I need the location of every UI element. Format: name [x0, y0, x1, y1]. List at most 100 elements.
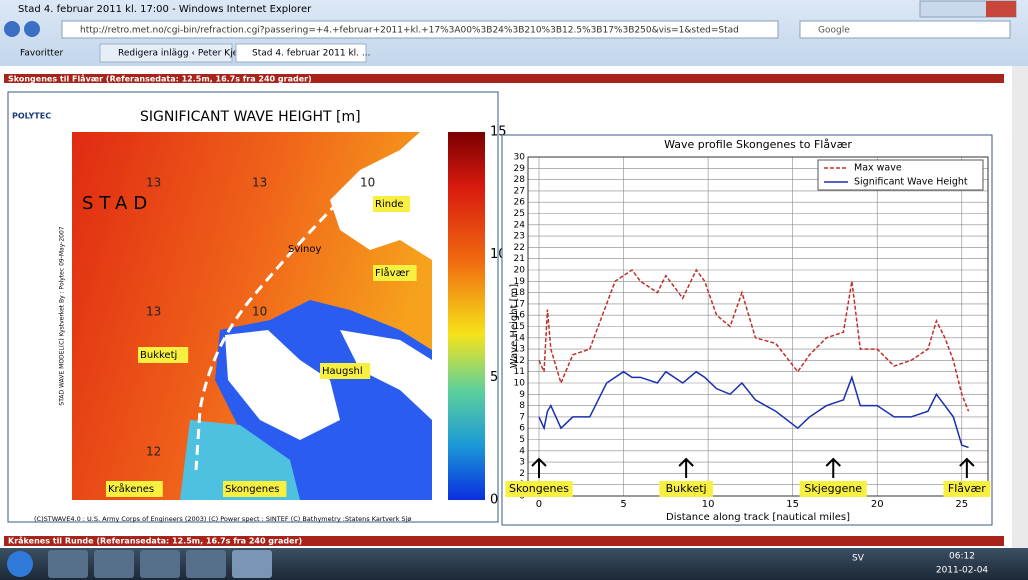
section-header: Kråkenes til Runde (Referansedata: 12.5m…: [8, 536, 302, 546]
y-tick-label: 12: [514, 356, 525, 366]
land: [340, 330, 432, 420]
taskbar-app[interactable]: [232, 550, 272, 578]
annotation-bg: [505, 481, 573, 497]
favorites-button[interactable]: Favoritter: [20, 49, 63, 59]
x-tick-label: 10: [702, 499, 715, 510]
annotation-label: Skjeggene: [804, 482, 862, 495]
window-title: Stad 4. februar 2011 kl. 17:00 - Windows…: [18, 4, 312, 15]
y-tick-label: 3: [519, 458, 525, 468]
contour-label: 10: [252, 305, 267, 319]
contour-label: 13: [146, 176, 161, 190]
section-bar: [4, 74, 1004, 83]
plot-frame: [527, 156, 989, 497]
y-tick-label: 26: [514, 198, 526, 208]
contour-label: 10: [360, 176, 375, 190]
credits: (C)STWAVE4.0 : U.S. Army Corps of Engine…: [34, 515, 411, 523]
taskbar-app[interactable]: [94, 550, 134, 578]
y-tick-label: 6: [519, 424, 525, 434]
place-label-bg: [223, 481, 287, 497]
search-field[interactable]: [799, 20, 1011, 39]
taskbar-app[interactable]: [48, 550, 88, 578]
chart-title: Wave profile Skongenes to Flåvær: [664, 138, 852, 151]
tab-title: Redigera inlägg ‹ Peter Kjel...: [118, 49, 249, 59]
y-tick-label: 2: [519, 469, 525, 479]
place-label-bg: [373, 265, 417, 281]
legend: [817, 159, 984, 191]
y-tick-label: 17: [514, 299, 525, 309]
side-text: STAD WAVE MODEL(C) Kystverket By : Polyt…: [59, 226, 66, 405]
y-tick-label: 20: [514, 266, 526, 276]
x-tick-label: 25: [955, 499, 968, 510]
annotation-label: Flåvær: [948, 482, 986, 495]
annotation-label: Skongenes: [509, 482, 569, 495]
y-axis-label: Wave Height [m]: [509, 284, 520, 369]
language[interactable]: SV: [852, 554, 865, 564]
x-axis-label: Distance along track [nautical miles]: [666, 512, 850, 523]
search-provider: Google: [818, 26, 850, 36]
x-tick-label: 20: [871, 499, 884, 510]
y-tick-label: 14: [514, 333, 526, 343]
x-tick-label: 15: [786, 499, 799, 510]
forward-button[interactable]: [24, 21, 40, 37]
annotation-arrow: [531, 457, 547, 478]
colorbar-tick-label: 5: [490, 370, 498, 385]
y-tick-label: 22: [514, 243, 525, 253]
y-tick-label: 29: [514, 164, 526, 174]
y-tick-label: 13: [514, 345, 525, 355]
section-header: Skongenes til Flåvær (Referansedata: 12.…: [8, 74, 312, 84]
annotation-bg: [799, 481, 867, 497]
tab[interactable]: [235, 43, 367, 63]
logo: POLYTEC: [12, 112, 51, 121]
annotation-bg: [659, 481, 713, 497]
y-tick-label: 30: [514, 153, 526, 163]
shallow-water: [180, 420, 300, 500]
contour-label: 12: [146, 445, 161, 459]
taskbar-app[interactable]: [140, 550, 180, 578]
scrollbar[interactable]: [1012, 66, 1028, 548]
series-line: [538, 268, 970, 412]
contour-label: 13: [252, 176, 267, 190]
back-button[interactable]: [4, 21, 20, 37]
taskbar-app[interactable]: [186, 550, 226, 578]
map-title: SIGNIFICANT WAVE HEIGHT [m]: [140, 109, 361, 125]
annotation-arrow: [959, 457, 975, 478]
place-label: Kråkenes: [108, 482, 154, 495]
y-tick-label: 7: [519, 412, 525, 422]
tab[interactable]: [99, 43, 233, 63]
y-tick-label: 16: [514, 311, 526, 321]
y-tick-label: 27: [514, 186, 525, 196]
section-bar: [4, 536, 1004, 546]
colorbar: [448, 132, 485, 500]
start-button[interactable]: [7, 551, 33, 577]
y-tick-label: 10: [514, 379, 526, 389]
close-button[interactable]: [986, 1, 1016, 17]
contour-label: 13: [146, 305, 161, 319]
y-tick-label: 25: [514, 209, 525, 219]
url: http://retro.met.no/cgi-bin/refraction.c…: [80, 26, 739, 36]
y-tick-label: 24: [514, 220, 526, 230]
chart-panel: [501, 134, 993, 526]
y-tick-label: 18: [514, 288, 526, 298]
tab-title: Stad 4. februar 2011 kl. ...: [252, 49, 370, 59]
place-label: Haugshl: [322, 366, 363, 377]
address-field[interactable]: [61, 20, 779, 39]
clock-time: 06:12: [949, 552, 975, 562]
y-tick-label: 9: [519, 390, 525, 400]
annotation-bg: [943, 481, 991, 497]
y-tick-label: 11: [514, 367, 525, 377]
y-tick-label: 23: [514, 232, 525, 242]
place-label: STAD: [82, 193, 153, 214]
x-tick-label: 0: [536, 499, 542, 510]
annotation-arrow: [825, 457, 841, 478]
y-tick-label: 21: [514, 254, 525, 264]
place-label-bg: [138, 347, 189, 363]
track: [194, 178, 362, 471]
y-tick-label: 4: [519, 446, 525, 456]
annotation-label: Bukketj: [666, 482, 707, 495]
place-label: Bukketj: [140, 350, 177, 361]
y-tick-label: 5: [519, 435, 525, 445]
y-tick-label: 8: [519, 401, 525, 411]
clock-date: 2011-02-04: [936, 566, 989, 576]
